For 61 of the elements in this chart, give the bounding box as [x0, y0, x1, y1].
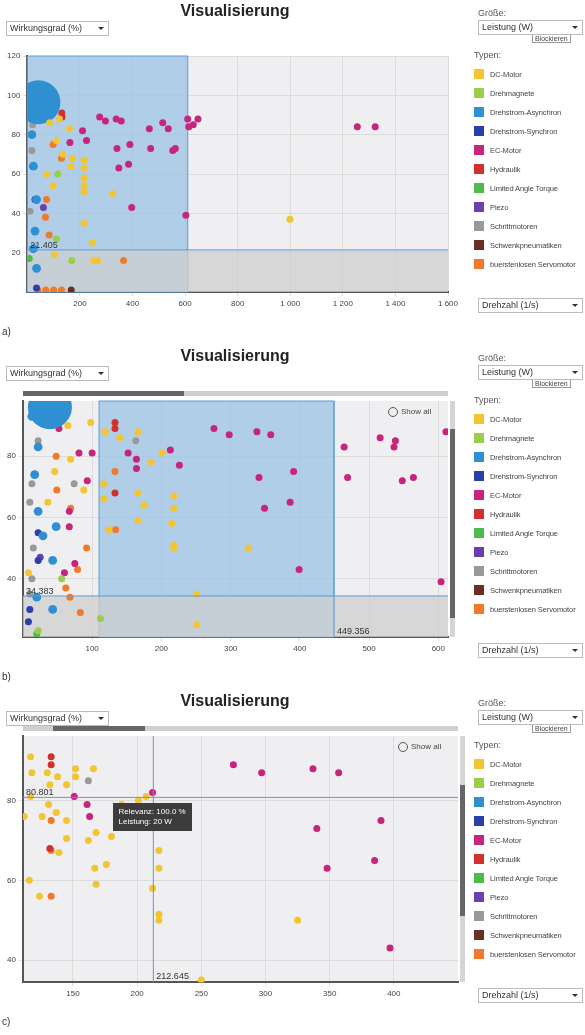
- y-tick-label: 40: [11, 208, 21, 218]
- text: Größe:: [478, 698, 507, 708]
- x-tick-label: 200: [73, 299, 88, 308]
- legend-title: Typen:: [474, 740, 503, 750]
- x-tick-label: 800: [230, 299, 245, 308]
- x-tick-label: 1 600: [437, 299, 459, 308]
- annotation: Relevanz: 100.0 % Leistung: 20 W: [112, 802, 192, 831]
- annotation: Show all: [411, 742, 442, 752]
- y-tick-label: 80: [11, 129, 21, 139]
- y-tick-label: 120: [6, 51, 21, 61]
- x-tick-label: 150: [66, 989, 81, 999]
- y-tick-label: 80: [6, 451, 17, 461]
- ref-line-label: 80.801: [25, 787, 54, 798]
- x-tick-label: 300: [258, 989, 273, 999]
- x-tick-label: 250: [194, 989, 209, 999]
- text: a): [2, 326, 11, 337]
- y-tick-label: 20: [11, 247, 21, 257]
- y-axis-title: Wirkungsgrad (%): [6, 711, 109, 726]
- ref-line-label: 212.645: [156, 971, 189, 982]
- ref-line-label: 34.383: [25, 585, 54, 596]
- text: Größe:: [478, 8, 507, 18]
- x-tick-label: 600: [431, 644, 446, 653]
- x-tick-label: 350: [322, 989, 337, 999]
- text: b): [2, 671, 11, 682]
- x-axis-title: Drehzahl (1/s): [478, 988, 583, 1003]
- x-tick-label: 400: [125, 299, 140, 308]
- y-tick-label: 60: [6, 875, 17, 885]
- ref-line-label: 21.405: [30, 239, 58, 250]
- y-tick-label: 60: [11, 169, 21, 179]
- y-tick-label: 60: [6, 512, 17, 522]
- x-tick-label: 500: [362, 644, 377, 653]
- x-tick-label: 400: [387, 989, 402, 999]
- x-tick-label: 1 200: [332, 299, 354, 308]
- ref-line-label: 449.356: [337, 626, 370, 636]
- x-tick-label: 1 000: [280, 299, 301, 308]
- x-tick-label: 400: [293, 644, 308, 653]
- x-tick-label: 300: [223, 644, 238, 653]
- annotation: Show all: [401, 407, 432, 417]
- x-tick-label: 100: [85, 644, 100, 653]
- x-tick-label: 1 400: [385, 299, 406, 308]
- x-tick-label: 200: [130, 989, 145, 999]
- y-axis-title: Wirkungsgrad (%): [6, 366, 109, 381]
- text: Leistung (W): [478, 710, 583, 725]
- x-axis-title: Drehzahl (1/s): [478, 643, 583, 658]
- y-tick-label: 80: [6, 795, 17, 805]
- y-tick-label: 100: [6, 90, 21, 100]
- x-tick-label: 600: [178, 299, 193, 308]
- y-tick-label: 40: [6, 573, 17, 583]
- y-axis-title: Wirkungsgrad (%): [6, 21, 109, 36]
- chart-title: Visualisierung: [179, 2, 291, 20]
- chart-title: Visualisierung: [179, 692, 291, 710]
- text: c): [2, 1016, 11, 1027]
- x-tick-label: 200: [154, 644, 169, 653]
- text: Leistung (W): [478, 365, 583, 380]
- text: Größe:: [478, 353, 507, 363]
- text: Leistung (W): [478, 20, 583, 35]
- y-tick-label: 40: [6, 955, 17, 965]
- x-axis-title: Drehzahl (1/s): [478, 298, 583, 313]
- legend-title: Typen:: [474, 395, 503, 405]
- legend-title: Typen:: [474, 50, 503, 60]
- chart-title: Visualisierung: [179, 347, 291, 365]
